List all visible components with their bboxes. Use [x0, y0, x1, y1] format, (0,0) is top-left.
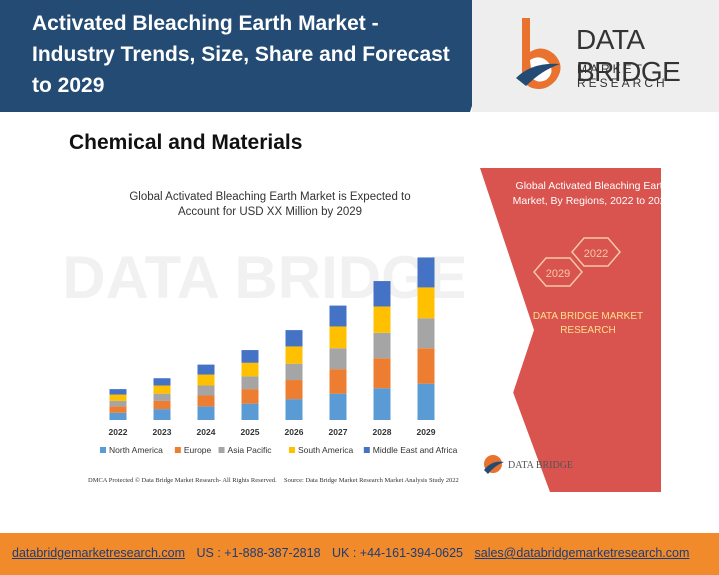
bar-segment: [109, 389, 127, 395]
mini-logo-text: DATA BRIDGE: [508, 460, 573, 471]
bar-segment: [417, 318, 435, 349]
legend-swatch: [218, 447, 225, 453]
bar-segment: [329, 369, 347, 394]
bar-segment: [373, 281, 391, 307]
legend-swatch: [288, 447, 295, 453]
legend-swatch: [363, 447, 370, 453]
bar-segment: [329, 393, 347, 420]
side-panel-label-group: DATA BRIDGE MARKET RESEARCH: [533, 311, 643, 336]
bar-segment: [197, 364, 215, 375]
legend-swatch: [100, 447, 106, 453]
bar-segment: [373, 388, 391, 420]
legend-label: Asia Pacific: [228, 445, 273, 455]
side-panel-cut: [464, 168, 534, 492]
bar-segment: [197, 406, 215, 420]
bar-segment: [153, 409, 171, 420]
badge-2029-label: 2029: [546, 268, 570, 280]
page-title: Activated Bleaching Earth Market - Indus…: [32, 12, 450, 97]
x-tick-label: 2025: [241, 427, 260, 437]
section-title: Chemical and Materials: [69, 131, 303, 154]
chart-svg: DATA BRIDGE Global Activated Bleaching E…: [60, 168, 661, 492]
footer-contacts: databridgemarketresearch.com US : +1-888…: [12, 546, 689, 560]
bar-segment: [109, 400, 127, 407]
chart-legend-group: North America Europe Asia Pacific South Ame…: [100, 445, 458, 455]
legend-label: South America: [298, 445, 354, 455]
legend-label: Middle East and Africa: [373, 445, 458, 455]
bar-segment: [153, 393, 171, 401]
bar-segment: [417, 348, 435, 384]
side-panel: Global Activated Bleaching Earth Market, …: [464, 168, 661, 492]
logo-tagline: MARKET RESEARCH: [577, 62, 668, 90]
side-panel-title-line: Global Activated Bleaching Earth: [516, 180, 661, 192]
x-tick-label: 2024: [197, 427, 216, 437]
side-panel-label-line: DATA BRIDGE MARKET: [533, 311, 643, 322]
chart-background: [60, 168, 464, 492]
badge-2022: 2022: [571, 237, 621, 267]
bar-segment: [417, 257, 435, 288]
chart-bars-group: [109, 257, 435, 420]
bar-segment: [241, 376, 259, 390]
x-tick-label: 2028: [373, 427, 392, 437]
bar-segment: [109, 412, 127, 420]
chart-xticks-group: 2022 2023 2024 2025 2026 2027 2028 2029: [109, 427, 436, 437]
chart-infographic: DATA BRIDGE Global Activated Bleaching E…: [60, 168, 661, 492]
x-tick-label: 2022: [109, 427, 128, 437]
bar-segment: [285, 330, 303, 347]
chart-note-left: DMCA Protected © Data Bridge Market Rese…: [88, 477, 277, 484]
side-panel-title-line: Market, By Regions, 2022 to 2029: [513, 195, 661, 207]
bar-segment: [373, 306, 391, 333]
bar-segment: [241, 403, 259, 420]
side-panel-title-group: Global Activated Bleaching Earth Market, …: [513, 180, 661, 207]
header-title-banner: Activated Bleaching Earth Market - Indus…: [0, 0, 506, 112]
bar-segment: [285, 380, 303, 400]
bar-segment: [197, 385, 215, 396]
x-tick-label: 2029: [417, 427, 436, 437]
badge-2022-label: 2022: [584, 248, 608, 260]
bar-segment: [285, 363, 303, 381]
header: Activated Bleaching Earth Market - Indus…: [0, 0, 719, 112]
logo-area: [472, 0, 719, 112]
website-link[interactable]: databridgemarketresearch.com: [12, 546, 185, 560]
x-tick-label: 2027: [329, 427, 348, 437]
chart-title-group: Global Activated Bleaching Earth Market …: [129, 191, 410, 218]
bar-segment: [329, 326, 347, 349]
legend-swatch: [174, 447, 181, 453]
badge-2029: 2029: [533, 257, 583, 287]
x-tick-label: 2023: [153, 427, 172, 437]
bar-segment: [241, 350, 259, 363]
footer: databridgemarketresearch.com US : +1-888…: [0, 533, 719, 575]
bar-segment: [197, 395, 215, 407]
chart-title-line: Global Activated Bleaching Earth Market …: [129, 191, 410, 203]
bar-segment: [329, 348, 347, 370]
bar-segment: [241, 362, 259, 377]
legend-label: Europe: [184, 445, 212, 455]
bar-segment: [373, 332, 391, 359]
chart-title-line: Account for USD XX Million by 2029: [178, 206, 362, 218]
bar-segment: [417, 383, 435, 420]
logo-name: DATA BRIDGE: [576, 24, 681, 87]
bar-segment: [373, 358, 391, 389]
legend-label: North America: [109, 445, 163, 455]
uk-phone: UK : +44-161-394-0625: [332, 546, 464, 560]
side-panel-label-line: RESEARCH: [560, 325, 616, 336]
bar-segment: [417, 287, 435, 319]
bar-segment: [109, 394, 127, 401]
chart-mini-logo: DATA BRIDGE: [484, 455, 573, 474]
side-panel-shape: [464, 168, 661, 492]
data-bridge-logo-icon: [516, 18, 561, 89]
bar-segment: [153, 400, 171, 410]
bar-segment: [153, 385, 171, 394]
bar-segment: [285, 399, 303, 420]
us-phone: US : +1-888-387-2818: [196, 546, 321, 560]
chart-watermark: DATA BRIDGE: [62, 244, 468, 311]
bar-segment: [241, 389, 259, 404]
x-tick-label: 2026: [285, 427, 304, 437]
bar-segment: [153, 378, 171, 386]
bar-segment: [197, 374, 215, 386]
email-link[interactable]: sales@databridgemarketresearch.com: [474, 546, 690, 560]
bar-segment: [285, 346, 303, 364]
chart-note-right: Source: Data Bridge Market Research Mark…: [284, 477, 459, 484]
bar-segment: [109, 406, 127, 413]
bar-segment: [329, 305, 347, 327]
